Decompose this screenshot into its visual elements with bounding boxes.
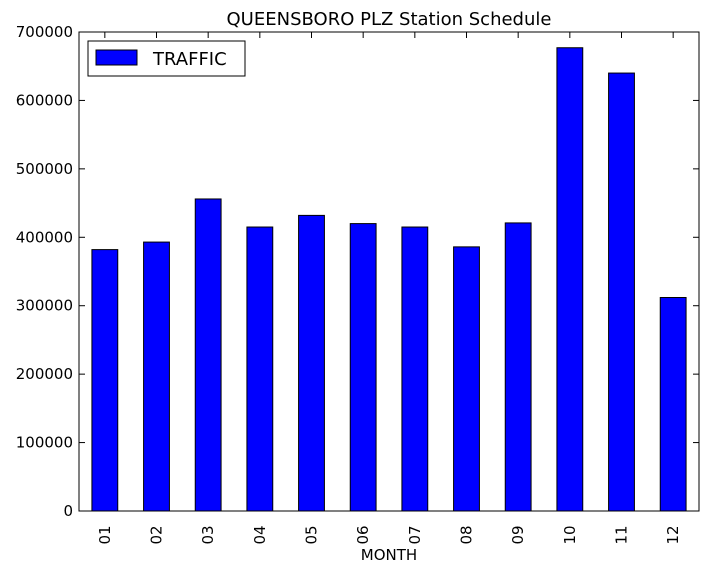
- bar-series: [91, 47, 687, 512]
- x-tick-label: 02: [148, 525, 166, 544]
- chart-title: QUEENSBORO PLZ Station Schedule: [227, 9, 552, 30]
- legend-swatch: [95, 49, 138, 66]
- x-tick-label: 07: [406, 525, 424, 544]
- y-tick-label: 100000: [16, 434, 73, 452]
- y-tick-label: 0: [63, 502, 73, 520]
- x-tick-label: 10: [561, 525, 579, 544]
- y-tick-label: 600000: [16, 91, 73, 109]
- bar-08: [453, 246, 480, 512]
- x-tick-label: 06: [354, 525, 372, 544]
- bar-07: [401, 226, 429, 512]
- y-tick-label: 400000: [16, 228, 73, 246]
- bar-11: [608, 72, 635, 512]
- x-axis: 01 02 03 04 05 06 07 08 09 10 11 12: [96, 32, 682, 545]
- x-tick-label: 11: [613, 525, 631, 544]
- y-tick-label: 500000: [16, 160, 73, 178]
- bar-01: [91, 249, 119, 512]
- bar-10: [556, 47, 584, 512]
- x-tick-label: 09: [509, 525, 527, 544]
- bar-06: [349, 223, 377, 512]
- x-tick-label: 08: [458, 525, 476, 544]
- legend-label: TRAFFIC: [152, 49, 227, 70]
- bar-04: [246, 226, 274, 512]
- bar-02: [143, 241, 170, 512]
- x-tick-label: 03: [199, 525, 217, 544]
- x-tick-label: 04: [251, 525, 269, 544]
- legend: TRAFFIC: [87, 40, 246, 77]
- x-tick-label: 01: [96, 525, 114, 544]
- plot-frame: [78, 31, 700, 512]
- x-tick-label: 05: [303, 525, 321, 544]
- y-tick-label: 700000: [16, 23, 73, 41]
- x-axis-label: MONTH: [361, 546, 417, 564]
- bar-05: [298, 214, 325, 512]
- x-tick-label: 12: [664, 525, 682, 544]
- bar-09: [504, 222, 532, 512]
- plot-area: [78, 31, 700, 512]
- y-tick-label: 200000: [16, 365, 73, 383]
- bar-12: [659, 297, 687, 512]
- y-axis: 0 100000 200000 300000 400000 500000 600000 700…: [16, 23, 699, 520]
- y-tick-label: 300000: [16, 297, 73, 315]
- bar-03: [194, 198, 222, 512]
